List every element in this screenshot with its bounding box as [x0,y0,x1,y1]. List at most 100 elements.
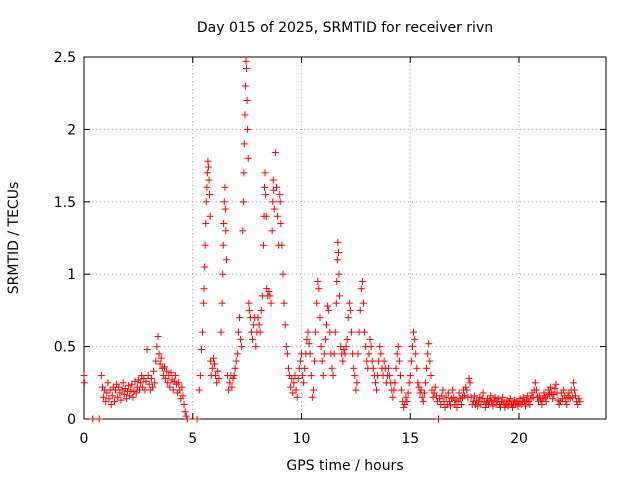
data-point [390,386,398,394]
data-point [125,382,133,390]
data-point [404,389,412,397]
data-point [245,306,253,314]
data-point [346,306,354,314]
data-point [412,350,420,358]
data-point [542,398,550,406]
data-point [506,395,514,403]
data-point [489,402,497,410]
data-point [365,350,373,358]
data-point [321,335,329,343]
data-point [437,401,445,409]
data-point [398,386,406,394]
data-point [324,302,332,310]
data-point [80,372,88,380]
data-point [199,328,207,336]
data-point [418,393,426,401]
data-point [396,372,404,380]
data-point [100,393,108,401]
data-point [167,369,175,377]
data-point [328,364,336,372]
data-point [197,345,205,353]
y-tick-label: 2 [67,122,76,138]
data-point [150,367,158,375]
data-point [200,299,208,307]
data-point [301,364,309,372]
data-point [108,392,116,400]
data-point [461,392,469,400]
data-point [536,392,544,400]
data-point [463,386,471,394]
data-point [499,393,507,401]
data-point [356,306,364,314]
data-point [427,372,435,380]
data-point [575,395,583,403]
data-point [299,372,307,380]
data-point [162,374,170,382]
data-point [204,163,212,171]
data-point [462,383,470,391]
data-point [547,383,555,391]
data-point [289,389,297,397]
data-point [205,191,213,199]
data-point [169,386,177,394]
data-point [232,357,240,365]
data-point [267,299,275,307]
data-point [303,335,311,343]
data-point [424,350,432,358]
data-point [373,386,381,394]
data-point [103,389,111,397]
data-point [334,238,342,246]
data-point [270,205,278,213]
data-point [333,256,341,264]
data-point [562,398,570,406]
data-point [203,183,211,191]
data-point [217,328,225,336]
data-point [105,395,113,403]
data-point [102,398,110,406]
data-point [137,379,145,387]
data-point [215,374,223,382]
data-point [203,169,211,177]
data-point [180,401,188,409]
data-point [380,357,388,365]
data-point [265,288,273,296]
data-point [333,277,341,285]
data-point [320,350,328,358]
data-point [201,241,209,249]
data-point [371,379,379,387]
data-point [276,191,284,199]
data-point [467,393,475,401]
data-point [350,364,358,372]
data-point [408,343,416,351]
data-point [423,364,431,372]
grid-lines [84,57,606,419]
data-point [181,408,189,416]
data-point [240,140,248,148]
data-point [410,328,418,336]
data-point [266,292,274,300]
data-point [153,343,161,351]
data-point [323,321,331,329]
data-point [131,377,139,385]
data-point [560,386,568,394]
data-point [261,183,269,191]
x-tick-label: 5 [188,431,197,447]
data-point [417,386,425,394]
data-point [252,343,260,351]
data-point [426,357,434,365]
data-point [221,183,229,191]
data-point [570,386,578,394]
data-point [411,335,419,343]
data-point [257,306,265,314]
y-tick-label: 1.5 [54,195,76,211]
data-point [107,401,115,409]
data-point [444,389,452,397]
data-point [491,393,499,401]
data-point [332,299,340,307]
data-point [311,357,319,365]
data-point [244,154,252,162]
data-point [526,401,534,409]
data-point [419,398,427,406]
data-point [522,402,530,410]
data-point [282,343,290,351]
